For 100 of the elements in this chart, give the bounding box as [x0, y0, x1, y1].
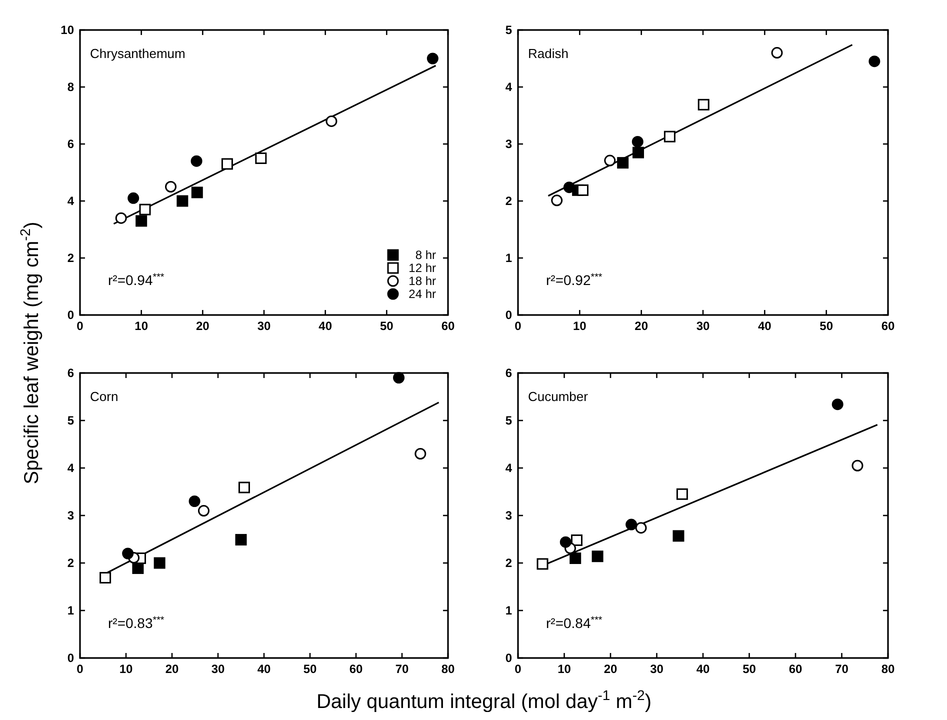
y-tick-label: 6	[67, 366, 74, 380]
x-tick-label: 40	[696, 662, 710, 676]
y-tick-label: 2	[505, 194, 512, 208]
point	[165, 181, 177, 192]
x-tick-label: 20	[196, 319, 210, 333]
x-tick-label: 0	[514, 319, 522, 333]
y-tick-label: 0	[505, 651, 512, 665]
point	[115, 212, 127, 224]
point	[570, 534, 582, 546]
y-tick-label: 1	[505, 251, 512, 265]
y-tick-label: 10	[60, 23, 74, 37]
point	[191, 186, 203, 198]
y-tick-label: 2	[67, 556, 74, 570]
point	[393, 372, 405, 384]
y-tick-label: 0	[67, 651, 74, 665]
point	[326, 115, 338, 127]
point	[235, 534, 247, 546]
x-tick-label: 70	[395, 662, 409, 676]
x-tick-label: 0	[76, 662, 84, 676]
point	[672, 530, 684, 542]
annotation: r²=0.94$^{***}$	[108, 272, 164, 288]
legend-label: 24 hr	[408, 287, 436, 301]
point	[698, 98, 710, 110]
x-tick-label: 40	[758, 319, 772, 333]
y-tick-label: 4	[505, 461, 512, 475]
point	[255, 152, 267, 164]
text: Cucumber	[528, 389, 589, 404]
x-tick-label: 60	[788, 662, 802, 676]
y-tick-label: 5	[505, 23, 512, 37]
point	[139, 204, 151, 216]
x-tick-label: 10	[558, 662, 572, 676]
text: Corn	[90, 389, 118, 404]
legend-label: 12 hr	[408, 261, 436, 275]
x-tick-label: 0	[514, 662, 522, 676]
y-tick-label: 8	[67, 80, 74, 94]
y-tick-label: 0	[67, 308, 74, 322]
point	[626, 518, 638, 530]
point	[771, 47, 783, 59]
x-tick-label: 60	[349, 662, 363, 676]
legend-label: 18 hr	[408, 274, 436, 288]
x-tick-label: 80	[881, 662, 895, 676]
x-tick-label: 10	[119, 662, 133, 676]
text: Chrysanthemum	[90, 46, 186, 61]
point	[221, 158, 233, 170]
x-tick-label: 30	[696, 319, 710, 333]
point	[426, 52, 438, 64]
point	[592, 550, 604, 562]
x-tick-label: 70	[835, 662, 849, 676]
legend-label: 8 hr	[415, 248, 436, 262]
y-tick-label: 4	[505, 80, 512, 94]
annotation: r²=0.92$^{***}$	[546, 272, 602, 288]
point	[188, 496, 200, 507]
point	[122, 548, 134, 560]
x-tick-label: 40	[257, 662, 271, 676]
point	[664, 130, 676, 142]
point	[570, 552, 582, 564]
point	[604, 154, 616, 166]
point	[676, 488, 688, 500]
x-tick-label: 30	[257, 319, 271, 333]
point	[632, 146, 644, 158]
point	[852, 460, 864, 472]
x-tick-label: 10	[572, 319, 587, 333]
y-tick-label: 6	[505, 366, 512, 380]
x-tick-label: 50	[303, 662, 317, 676]
point	[154, 557, 166, 569]
point	[100, 572, 112, 584]
y-tick-label: 5	[505, 414, 512, 428]
point	[577, 184, 588, 196]
point	[635, 522, 647, 534]
y-tick-label: 5	[67, 414, 74, 428]
x-tick-label: 20	[604, 662, 618, 676]
x-tick-label: 60	[881, 319, 895, 333]
annotation: r²=0.84$^{***}$	[546, 614, 602, 631]
annotation: r²=0.83$^{***}$	[108, 614, 164, 631]
x-tick-label: 80	[441, 662, 455, 676]
y-tick-label: 3	[505, 508, 512, 522]
point	[868, 56, 880, 68]
y-tick-label: 1	[67, 604, 74, 618]
point	[414, 448, 426, 460]
y-tick-label: 3	[505, 137, 512, 151]
x-tick-label: 50	[820, 319, 834, 333]
point	[176, 195, 188, 207]
x-tick-label: 20	[634, 319, 648, 333]
point	[198, 505, 210, 516]
point	[136, 215, 148, 227]
point	[632, 136, 644, 148]
x-tick-label: 50	[380, 319, 394, 333]
x-tick-label: 0	[76, 319, 84, 333]
point	[617, 157, 629, 169]
y-tick-label: 2	[67, 251, 74, 265]
x-tick-label: 30	[211, 662, 225, 676]
x-tick-label: 60	[441, 319, 455, 333]
x-tick-label: 50	[742, 662, 756, 676]
point	[536, 558, 548, 570]
point	[832, 398, 844, 410]
y-tick-label: 3	[67, 508, 74, 522]
x-tick-label: 10	[134, 319, 148, 333]
x-tick-label: 40	[318, 319, 332, 333]
y-tick-label: 4	[67, 194, 74, 208]
point	[128, 192, 140, 204]
